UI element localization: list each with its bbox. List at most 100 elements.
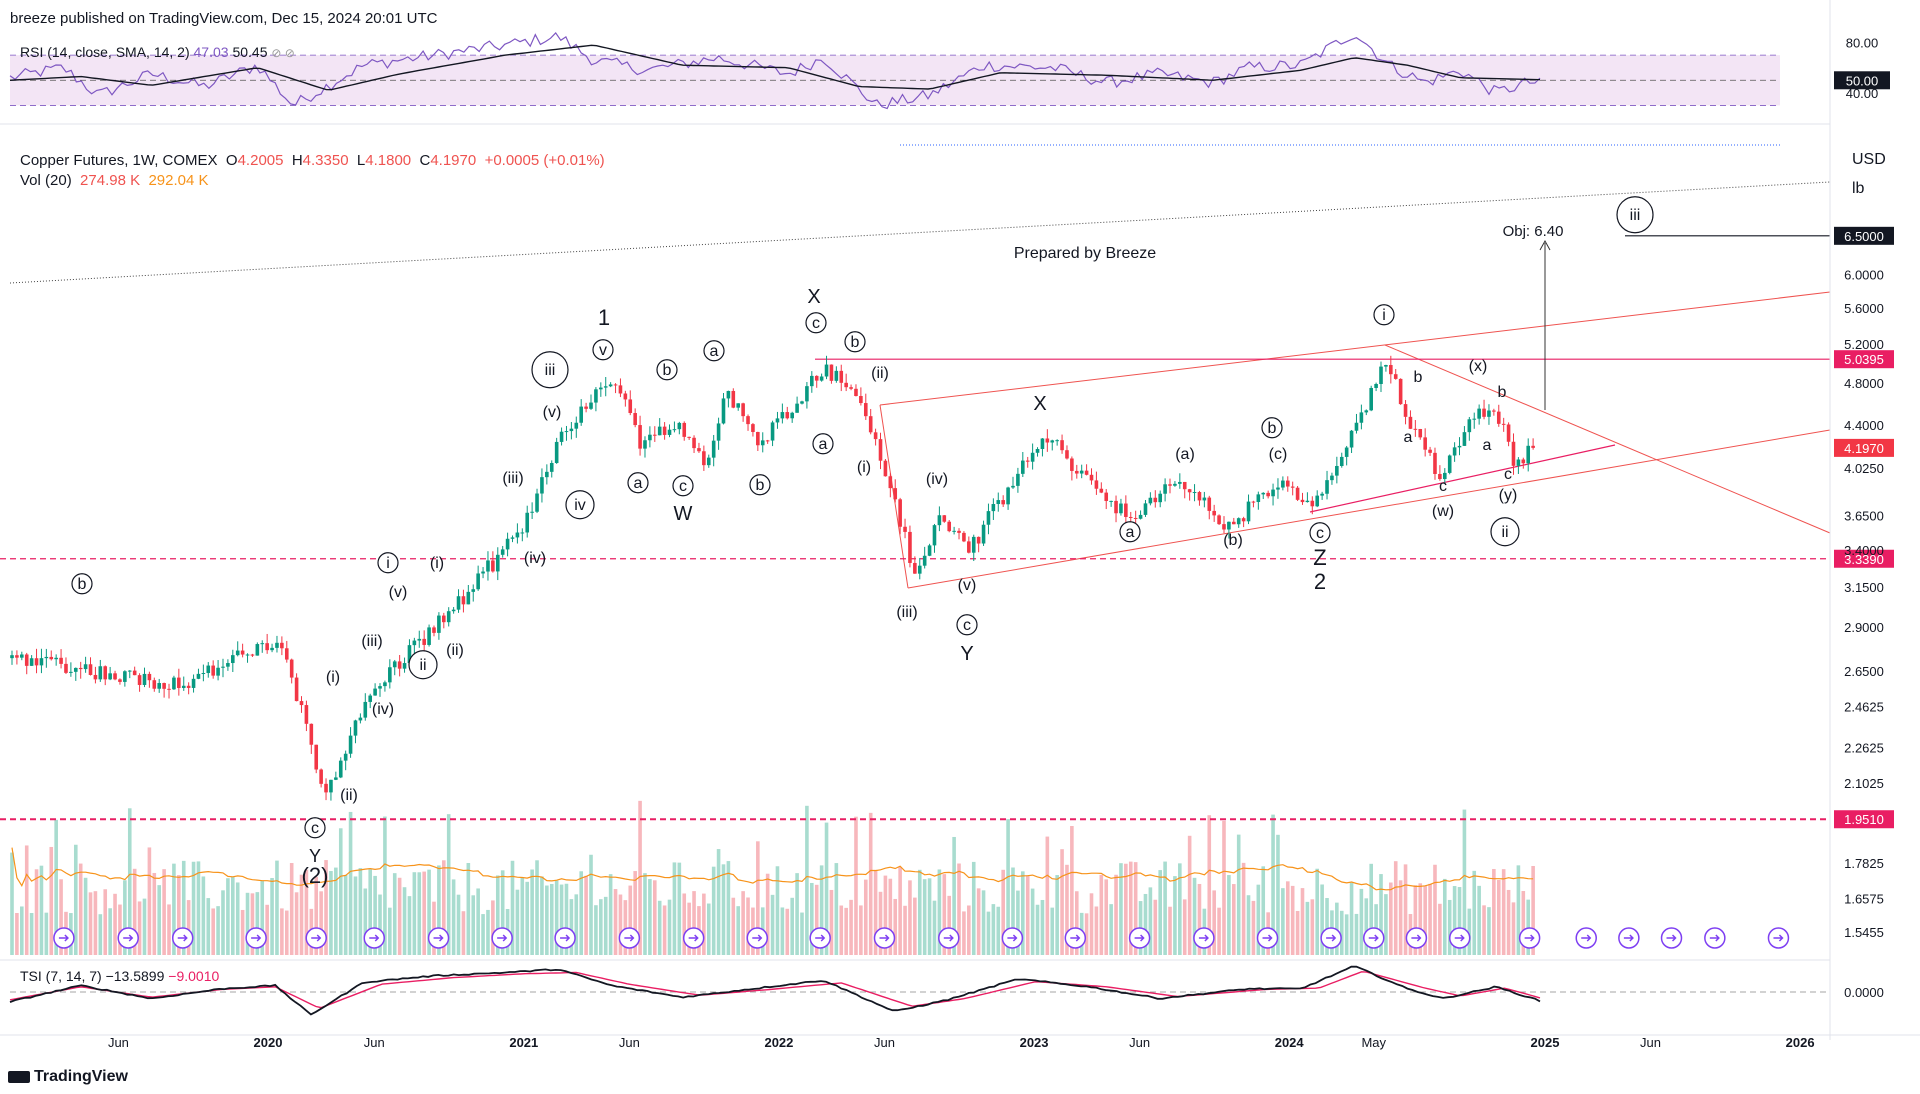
candle-body [1447, 455, 1452, 473]
time-tick-label: Jun [108, 1035, 129, 1050]
objective-arrow-head [1539, 239, 1551, 251]
candle-body [255, 644, 260, 656]
volume-bar [15, 913, 19, 955]
event-arrow-icon [1134, 934, 1145, 942]
volume-bar [991, 904, 996, 955]
candle-body [844, 382, 848, 388]
triangle-lower [1309, 444, 1616, 513]
candle-body [1070, 458, 1074, 471]
volume-bar [1099, 874, 1104, 955]
rsi-legend[interactable]: RSI (14, close, SMA, 14, 2) 47.03 50.45 … [20, 44, 295, 60]
price-tick-label: 4.0250 [1844, 461, 1884, 476]
candle-body [652, 434, 657, 436]
volume-bar [211, 908, 215, 955]
price-tick-label: 2.9000 [1844, 620, 1884, 635]
volume-bar [1472, 870, 1477, 955]
level-tag-label: 6.5000 [1844, 229, 1884, 244]
volume-bar [324, 860, 328, 955]
volume-bar [186, 900, 191, 955]
volume-bar [275, 860, 279, 955]
level-tag-label: 5.0395 [1844, 352, 1884, 367]
volume-bar [319, 891, 323, 955]
candle-body [967, 541, 971, 553]
candle-body [471, 589, 476, 592]
event-arrow-icon [943, 934, 954, 942]
wave-label: a [634, 475, 643, 492]
candle-body [481, 571, 485, 574]
volume-bar [530, 869, 534, 955]
volume-bar [1133, 862, 1138, 955]
volume-bar [947, 895, 952, 955]
candle-body [525, 512, 530, 533]
volume-bar [1035, 904, 1040, 955]
candle-body [1178, 481, 1182, 484]
main-legend[interactable]: Copper Futures, 1W, COMEX O4.2005 H4.335… [20, 152, 605, 169]
volume-bar [1300, 888, 1305, 955]
candle-body [1246, 501, 1251, 522]
volume-bar [775, 866, 780, 955]
wave-label-circle [805, 312, 827, 334]
wave-label-circle [1261, 417, 1283, 439]
level-tag [1834, 810, 1894, 829]
candle-body [1251, 501, 1256, 503]
currency-unit[interactable]: USD [1852, 151, 1886, 168]
volume-bar [1011, 867, 1015, 955]
eye-icon[interactable]: ⊘ ⊘ [271, 46, 295, 60]
candle-body [957, 530, 961, 533]
close-label: C [419, 152, 431, 169]
candle-body [221, 666, 225, 668]
symbol-label: Copper Futures, 1W, COMEX [20, 152, 218, 169]
time-tick-label: May [1361, 1035, 1386, 1050]
volume-bar [127, 808, 132, 955]
rsi-sma-tag [1834, 71, 1890, 90]
vol-legend[interactable]: Vol (20) 274.98 K 292.04 K [20, 172, 209, 189]
volume-bar [623, 900, 628, 955]
low-value: 4.1800 [365, 152, 412, 169]
candle-body [1168, 484, 1172, 486]
candle-body [554, 441, 559, 463]
candle-body [1462, 432, 1467, 446]
candle-body [1477, 408, 1481, 419]
wave-label: (i) [857, 459, 871, 476]
volume-bar [495, 875, 500, 955]
volume-bar [142, 898, 147, 955]
price-tick-label: 2.4625 [1844, 699, 1884, 714]
tsi-legend[interactable]: TSI (7, 14, 7) −13.5899 −9.0010 [20, 968, 219, 984]
volume-bar [795, 873, 799, 955]
volume-bar [427, 869, 431, 955]
volume-bar [1001, 869, 1005, 955]
volume-bar [1256, 884, 1261, 955]
wave-label: iii [1630, 207, 1641, 224]
candle-body [697, 448, 701, 452]
volume-bar [1433, 864, 1437, 955]
candle-body [608, 384, 613, 387]
volume-bar [638, 800, 642, 955]
volume-bar [1285, 881, 1290, 955]
candle-body [819, 376, 824, 381]
candle-body [132, 670, 137, 676]
wave-label: a [710, 343, 719, 360]
candle-body [1021, 460, 1025, 474]
event-icons [53, 927, 1790, 949]
volume-bar [981, 890, 986, 955]
candle-body [1359, 412, 1364, 423]
wave-label: a [819, 436, 828, 453]
wave-label: b [663, 362, 672, 379]
volume-bar [731, 897, 736, 955]
candle-body [1423, 437, 1427, 450]
high-label: H [291, 152, 303, 169]
candle-body [1202, 497, 1207, 501]
volume-bar [672, 862, 677, 955]
candle-body [1467, 419, 1472, 433]
wave-label: (ii) [871, 365, 889, 382]
volume-bar [1030, 888, 1035, 955]
wave-label-circle [531, 351, 569, 389]
wave-label: (ii) [446, 642, 464, 659]
candle-body [442, 615, 446, 623]
volume-bar [407, 896, 412, 955]
volume-bar [446, 814, 451, 955]
price-tick-label: 1.5455 [1844, 925, 1884, 940]
candle-body [540, 477, 544, 494]
volume-bar [98, 914, 103, 955]
